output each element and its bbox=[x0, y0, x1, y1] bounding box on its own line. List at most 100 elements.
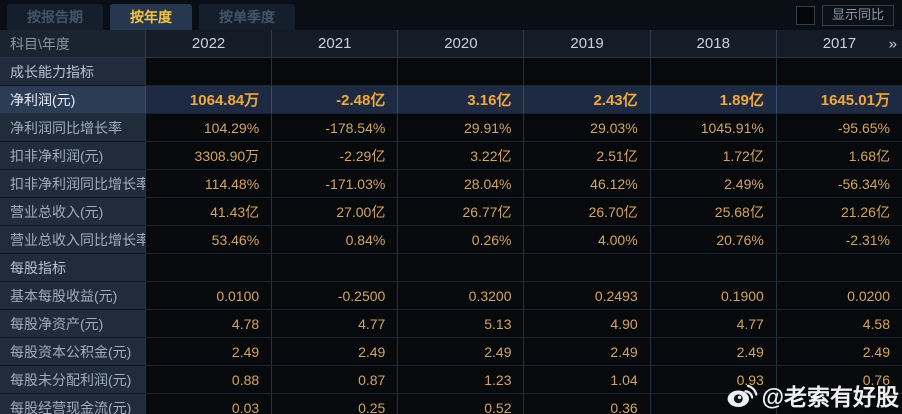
cell-2021: 0.87 bbox=[271, 366, 398, 394]
tab-by-quarter[interactable]: 按单季度 bbox=[199, 4, 295, 30]
table-row[interactable]: 营业总收入(元) 41.43亿 27.00亿 26.77亿 26.70亿 25.… bbox=[0, 198, 902, 226]
cell-2018: 2.49 bbox=[649, 338, 776, 366]
cell-2020 bbox=[397, 58, 524, 86]
cell-2017: 4.58 bbox=[775, 310, 902, 338]
row-label: 营业总收入(元) bbox=[0, 198, 145, 226]
row-label: 每股未分配利润(元) bbox=[0, 366, 145, 394]
cell-2022: 2.49 bbox=[145, 338, 272, 366]
cell-2022: 0.88 bbox=[145, 366, 272, 394]
cell-2020: 29.91% bbox=[397, 114, 524, 142]
table-row[interactable]: 扣非净利润(元) 3308.90万 -2.29亿 3.22亿 2.51亿 1.7… bbox=[0, 142, 902, 170]
year-header-2017-label: 2017 bbox=[822, 35, 857, 52]
cell-2017: 0.0200 bbox=[775, 282, 902, 310]
show-yoy-checkbox[interactable] bbox=[795, 6, 815, 25]
cell-2019: 2.51亿 bbox=[523, 142, 650, 170]
cell-2017: 0.76 bbox=[775, 366, 902, 394]
table-row[interactable]: 营业总收入同比增长率 53.46% 0.84% 0.26% 4.00% 20.7… bbox=[0, 226, 902, 254]
cell-2021: -2.48亿 bbox=[271, 86, 398, 114]
corner-header: 科目\年度 bbox=[0, 30, 145, 57]
row-label: 扣非净利润同比增长率 bbox=[0, 170, 145, 198]
cell-2022 bbox=[145, 254, 272, 282]
table-row[interactable]: 净利润(元) 1064.84万 -2.48亿 3.16亿 2.43亿 1.89亿… bbox=[0, 86, 902, 114]
table-row[interactable]: 扣非净利润同比增长率 114.48% -171.03% 28.04% 46.12… bbox=[0, 170, 902, 198]
cell-2022: 114.48% bbox=[145, 170, 272, 198]
cell-2017: -56.34% bbox=[775, 170, 902, 198]
cell-2018: 1.89亿 bbox=[649, 86, 776, 114]
cell-2019: 2.43亿 bbox=[523, 86, 650, 114]
cell-2020: 26.77亿 bbox=[397, 198, 524, 226]
cell-2022: 41.43亿 bbox=[145, 198, 272, 226]
cell-2017: -95.65% bbox=[775, 114, 902, 142]
table-row[interactable]: 每股净资产(元) 4.78 4.77 5.13 4.90 4.77 4.58 bbox=[0, 310, 902, 338]
cell-2020: 3.22亿 bbox=[397, 142, 524, 170]
row-label: 每股经营现金流(元) bbox=[0, 394, 145, 414]
cell-2022 bbox=[145, 58, 272, 86]
financials-table: 科目\年度 2022 2021 2020 2019 2018 2017 » 成长… bbox=[0, 30, 902, 414]
cell-2022: 0.0100 bbox=[145, 282, 272, 310]
cell-2021: 27.00亿 bbox=[271, 198, 398, 226]
table-row[interactable]: 净利润同比增长率 104.29% -178.54% 29.91% 29.03% … bbox=[0, 114, 902, 142]
cell-2022: 0.03 bbox=[145, 394, 272, 414]
table-row[interactable]: 基本每股收益(元) 0.0100 -0.2500 0.3200 0.2493 0… bbox=[0, 282, 902, 310]
cell-2022: 53.46% bbox=[145, 226, 272, 254]
cell-2018: 2.49% bbox=[649, 170, 776, 198]
cell-2021: 0.84% bbox=[271, 226, 398, 254]
cell-2018: 25.68亿 bbox=[649, 198, 776, 226]
year-header-2020: 2020 bbox=[397, 30, 524, 57]
cell-2017 bbox=[775, 58, 902, 86]
table-row[interactable]: 成长能力指标 bbox=[0, 58, 902, 86]
cell-2021: -0.2500 bbox=[271, 282, 398, 310]
row-label: 净利润同比增长率 bbox=[0, 114, 145, 142]
cell-2017: 1645.01万 bbox=[775, 86, 902, 114]
cell-2019: 29.03% bbox=[523, 114, 650, 142]
tab-by-year[interactable]: 按年度 bbox=[110, 4, 192, 30]
cell-2018: 20.76% bbox=[649, 226, 776, 254]
cell-2019: 0.2493 bbox=[523, 282, 650, 310]
table-header-row: 科目\年度 2022 2021 2020 2019 2018 2017 » bbox=[0, 30, 902, 58]
show-yoy-label[interactable]: 显示同比 bbox=[821, 5, 894, 26]
cell-2022: 3308.90万 bbox=[145, 142, 272, 170]
cell-2018: 0.93 bbox=[649, 366, 776, 394]
cell-2018: 1.72亿 bbox=[649, 142, 776, 170]
cell-2020: 0.52 bbox=[397, 394, 524, 414]
cell-2021: 0.25 bbox=[271, 394, 398, 414]
cell-2019 bbox=[523, 254, 650, 282]
cell-2021 bbox=[271, 58, 398, 86]
cell-2017: 1.68亿 bbox=[775, 142, 902, 170]
cell-2019 bbox=[523, 58, 650, 86]
cell-2021: -171.03% bbox=[271, 170, 398, 198]
cell-2019: 26.70亿 bbox=[523, 198, 650, 226]
cell-2019: 1.04 bbox=[523, 366, 650, 394]
year-header-2017: 2017 » bbox=[775, 30, 902, 57]
row-label: 扣非净利润(元) bbox=[0, 142, 145, 170]
cell-2021: -2.29亿 bbox=[271, 142, 398, 170]
cell-2017: -2.31% bbox=[775, 226, 902, 254]
row-label: 每股净资产(元) bbox=[0, 310, 145, 338]
more-years-icon[interactable]: » bbox=[888, 35, 897, 52]
row-label: 基本每股收益(元) bbox=[0, 282, 145, 310]
cell-2022: 104.29% bbox=[145, 114, 272, 142]
tab-by-report-period[interactable]: 按报告期 bbox=[7, 4, 103, 30]
table-row[interactable]: 每股经营现金流(元) 0.03 0.25 0.52 0.36 bbox=[0, 394, 902, 414]
cell-2020: 3.16亿 bbox=[397, 86, 524, 114]
row-label: 每股指标 bbox=[0, 254, 145, 282]
cell-2019: 4.90 bbox=[523, 310, 650, 338]
cell-2020: 0.3200 bbox=[397, 282, 524, 310]
cell-2022: 1064.84万 bbox=[145, 86, 272, 114]
table-row[interactable]: 每股指标 bbox=[0, 254, 902, 282]
cell-2018: 4.77 bbox=[649, 310, 776, 338]
cell-2020: 5.13 bbox=[397, 310, 524, 338]
table-row[interactable]: 每股未分配利润(元) 0.88 0.87 1.23 1.04 0.93 0.76 bbox=[0, 366, 902, 394]
cell-2018 bbox=[649, 394, 776, 414]
cell-2021: -178.54% bbox=[271, 114, 398, 142]
cell-2019: 4.00% bbox=[523, 226, 650, 254]
row-label: 每股资本公积金(元) bbox=[0, 338, 145, 366]
row-label: 净利润(元) bbox=[0, 86, 145, 114]
cell-2017: 2.49 bbox=[775, 338, 902, 366]
cell-2022: 4.78 bbox=[145, 310, 272, 338]
cell-2021: 2.49 bbox=[271, 338, 398, 366]
table-row[interactable]: 每股资本公积金(元) 2.49 2.49 2.49 2.49 2.49 2.49 bbox=[0, 338, 902, 366]
year-header-2018: 2018 bbox=[649, 30, 776, 57]
cell-2017 bbox=[775, 254, 902, 282]
cell-2018 bbox=[649, 58, 776, 86]
